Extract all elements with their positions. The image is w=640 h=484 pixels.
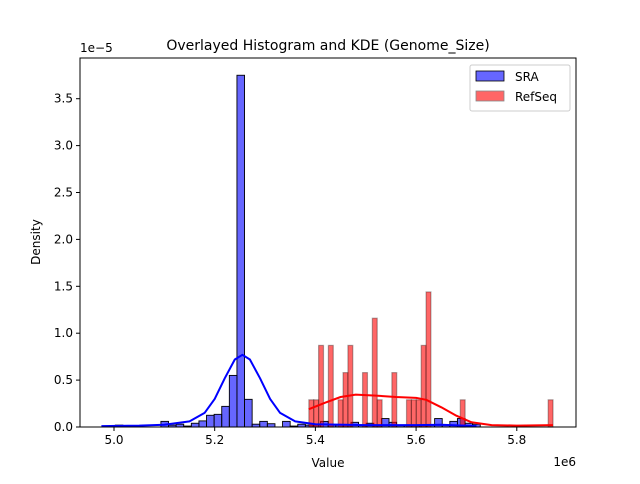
refseq-bar <box>425 291 432 428</box>
legend-label-refseq: RefSeq <box>515 90 557 104</box>
sra-bar <box>206 414 215 428</box>
plot-frame <box>79 57 577 428</box>
refseq-bar <box>318 344 325 428</box>
sra-kde-line <box>101 353 477 428</box>
refseq-bar <box>391 371 398 428</box>
sra-bar <box>198 420 207 428</box>
y-tick-label: 2.5 <box>54 186 73 200</box>
y-tick-label: 3.5 <box>54 92 73 106</box>
y-tick-label: 1.5 <box>54 279 73 293</box>
refseq-bar <box>410 399 417 428</box>
x-offset-label: 1e6 <box>553 455 576 469</box>
sra-bar <box>190 422 200 428</box>
x-tick-label: 5.0 <box>104 433 123 447</box>
sra-bar <box>244 398 253 428</box>
sra-bar <box>221 405 230 428</box>
sra-bar <box>259 420 268 428</box>
y-tick-label: 0.0 <box>54 420 73 434</box>
x-tick-label: 5.2 <box>205 433 224 447</box>
x-tick-label: 5.8 <box>507 433 526 447</box>
chart-title: Overlayed Histogram and KDE (Genome_Size… <box>166 38 489 54</box>
sra-bar <box>213 413 223 428</box>
refseq-bar <box>420 344 427 428</box>
y-offset-label: 1e−5 <box>80 41 113 55</box>
refseq-kde-line <box>308 393 554 427</box>
y-axis: 0.0 0.5 1.0 1.5 2.0 2.5 3.0 3.5 <box>54 92 80 434</box>
refseq-bar <box>376 399 383 428</box>
x-tick-label: 5.6 <box>407 433 426 447</box>
refseq-bar <box>337 399 344 428</box>
refseq-bar <box>313 399 320 428</box>
refseq-bar <box>342 371 349 428</box>
y-tick-label: 3.0 <box>54 139 73 153</box>
refseq-bars <box>308 291 554 428</box>
x-tick-label: 5.4 <box>306 433 325 447</box>
legend: SRA RefSeq <box>469 64 571 112</box>
x-axis-label: Value <box>312 456 345 470</box>
y-tick-label: 1.0 <box>54 326 73 340</box>
kde-lines <box>101 353 554 428</box>
y-axis-label: Density <box>29 219 43 265</box>
y-tick-label: 0.5 <box>54 373 73 387</box>
y-tick-label: 2.0 <box>54 232 73 246</box>
refseq-bar <box>327 344 334 428</box>
legend-swatch-refseq <box>475 90 505 102</box>
refseq-bar <box>459 399 466 428</box>
legend-label-sra: SRA <box>515 70 539 84</box>
refseq-bar <box>415 399 422 428</box>
sra-bar <box>228 374 238 428</box>
sra-bar <box>282 420 291 428</box>
refseq-bar <box>361 371 369 428</box>
legend-swatch-sra <box>475 70 505 82</box>
refseq-bar <box>405 399 413 428</box>
refseq-bar <box>347 344 354 428</box>
refseq-bar <box>547 399 554 428</box>
sra-bar <box>236 74 245 428</box>
x-axis: 5.0 5.2 5.4 5.6 5.8 <box>104 427 526 447</box>
refseq-bar <box>371 317 378 428</box>
